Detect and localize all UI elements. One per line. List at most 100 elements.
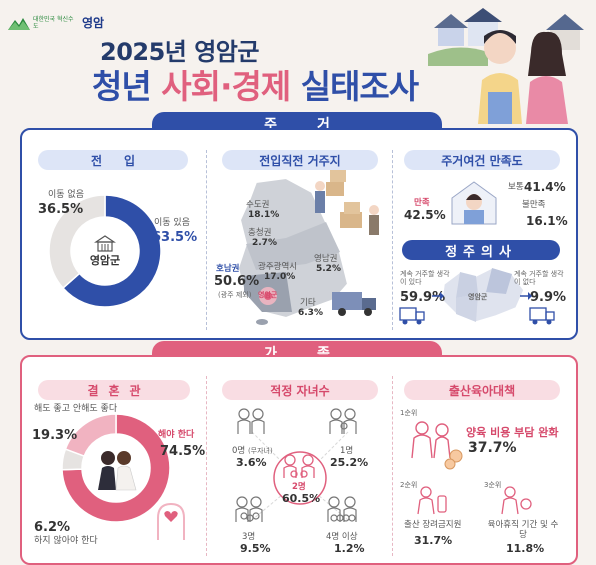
region-label: 광주광역시: [258, 262, 298, 272]
children-value: 60.5%: [282, 492, 321, 505]
baby-bottle-icon: [417, 486, 447, 515]
rank-label: 2순위: [400, 481, 418, 489]
marriage-label: 하지 않아야 한다: [34, 536, 98, 546]
chart-title-childcare-policy: 출산육아대책: [404, 380, 560, 400]
chart-title-ideal-children: 적정 자녀수: [222, 380, 378, 400]
region-value: 17.0%: [264, 272, 296, 282]
donut-center-label: 영암군: [90, 254, 120, 267]
building-icon: [94, 235, 116, 252]
heart-arch-icon: [157, 502, 185, 540]
children-count: 0명: [232, 446, 246, 456]
logo: 대한민국 혁신수도 영암: [8, 14, 104, 31]
logo-city: 영암: [82, 16, 105, 30]
marriage-donut: [61, 413, 171, 523]
slice-label: 이동 없음: [48, 190, 84, 200]
children-note: (무자녀): [247, 447, 273, 455]
satisfaction-value: 42.5%: [404, 208, 446, 222]
satisfaction-value: 16.1%: [526, 214, 568, 228]
settlement-label: 계속 거주할 생각이 있다: [400, 270, 450, 286]
page-title-main: 청년 사회·경제 실태조사: [92, 60, 419, 108]
logo-slogan: 대한민국 혁신수도: [33, 15, 74, 30]
divider: [206, 150, 207, 330]
divider: [206, 376, 207, 556]
region-value: 2.7%: [252, 238, 277, 248]
region-label: 수도권: [246, 200, 270, 210]
mover-icon: [315, 170, 346, 213]
arrows: [432, 292, 532, 300]
satisfaction-value: 41.4%: [524, 180, 566, 194]
donut-slice: [48, 194, 106, 290]
children-label: 1명: [340, 446, 354, 456]
marriage-label: 해도 좋고 안해도 좋다: [34, 404, 118, 414]
boxes-icon: [340, 202, 379, 235]
region-value: 50.6%: [214, 274, 260, 289]
korea-map: [236, 170, 379, 325]
region-value: 18.1%: [248, 210, 280, 220]
divider: [392, 150, 393, 330]
region-label: 호남권: [216, 264, 240, 274]
children-value: 3.6%: [236, 456, 267, 469]
policy-value: 31.7%: [414, 534, 453, 547]
rank-label: 3순위: [484, 481, 502, 489]
children-icons: [235, 408, 357, 522]
page-title-year: 2025년 영암군: [100, 38, 259, 66]
moving-truck-icon: [529, 307, 555, 325]
settlement-label: 계속 거주할 생각이 없다: [514, 270, 564, 286]
policy-label: 양육 비용 부담 완화: [466, 426, 559, 439]
slice-value: 36.5%: [38, 202, 84, 217]
satisfaction-label: 만족: [414, 198, 430, 208]
chart-title-settlement-intent: 정주의사: [402, 240, 560, 260]
region-value: 6.3%: [298, 308, 323, 318]
marriage-label: 해야 한다: [158, 430, 195, 440]
children-label: 4명 이상: [326, 532, 358, 542]
donut-slice: [61, 413, 171, 523]
policy-label: 육아휴직 기간 및 수당: [487, 520, 559, 540]
truck-icon: [332, 292, 376, 316]
slice-value: 63.5%: [152, 230, 198, 245]
title-part-a: 청년: [92, 67, 162, 106]
chart-title-moving-in: 전입: [38, 150, 188, 170]
title-part-c: 실태조사: [290, 67, 419, 106]
donut-slice: [64, 413, 117, 458]
settlement-value: 9.9%: [530, 290, 567, 305]
marriage-value: 19.3%: [32, 428, 78, 443]
chart-title-housing-satisfaction: 주거여건 만족도: [404, 150, 560, 170]
settlement-value: 59.9%: [400, 290, 446, 305]
children-value: 25.2%: [330, 456, 369, 469]
map-marker-label: 영암군: [468, 293, 488, 301]
moving-truck-icon: [399, 307, 425, 325]
children-label: 2명: [292, 482, 306, 492]
couple-icon: [98, 451, 137, 491]
region-label: 기타: [300, 298, 316, 308]
region-note: (광주 제외): [218, 291, 252, 299]
policy-value: 37.7%: [468, 440, 517, 456]
map-marker-label: 영암군: [258, 291, 278, 299]
mountain-logo-icon: [8, 17, 30, 30]
donut-slice: [61, 194, 162, 308]
children-label: 3명: [242, 532, 256, 542]
children-value: 1.2%: [334, 542, 365, 555]
divider: [392, 376, 393, 556]
policy-label: 출산 장려금지원: [404, 520, 462, 530]
marriage-value: 6.2%: [34, 520, 71, 535]
moving-in-donut: 영암군: [48, 194, 162, 308]
house-satisfaction-icon: [451, 181, 497, 225]
chart-title-marriage: 결혼관: [38, 380, 190, 400]
yeongam-map: [441, 267, 525, 323]
children-value: 9.5%: [240, 542, 271, 555]
title-part-b: 사회·경제: [161, 67, 291, 106]
slice-label: 이동 있음: [154, 218, 190, 228]
satisfaction-label: 불만족: [522, 200, 546, 210]
satisfaction-label: 보통: [508, 182, 524, 192]
marriage-value: 74.5%: [160, 444, 206, 459]
region-value: 5.2%: [316, 264, 341, 274]
family-money-icon: [411, 421, 463, 470]
youth-illustration: [428, 8, 584, 124]
region-label: 충청권: [248, 228, 272, 238]
children-label: 0명 (무자녀): [232, 446, 273, 456]
chart-title-previous-residence: 전입직전 거주지: [222, 150, 378, 170]
rank-label: 1순위: [400, 409, 418, 417]
policy-value: 11.8%: [506, 542, 545, 555]
parental-leave-icon: [501, 486, 532, 515]
region-label: 영남권: [314, 254, 338, 264]
